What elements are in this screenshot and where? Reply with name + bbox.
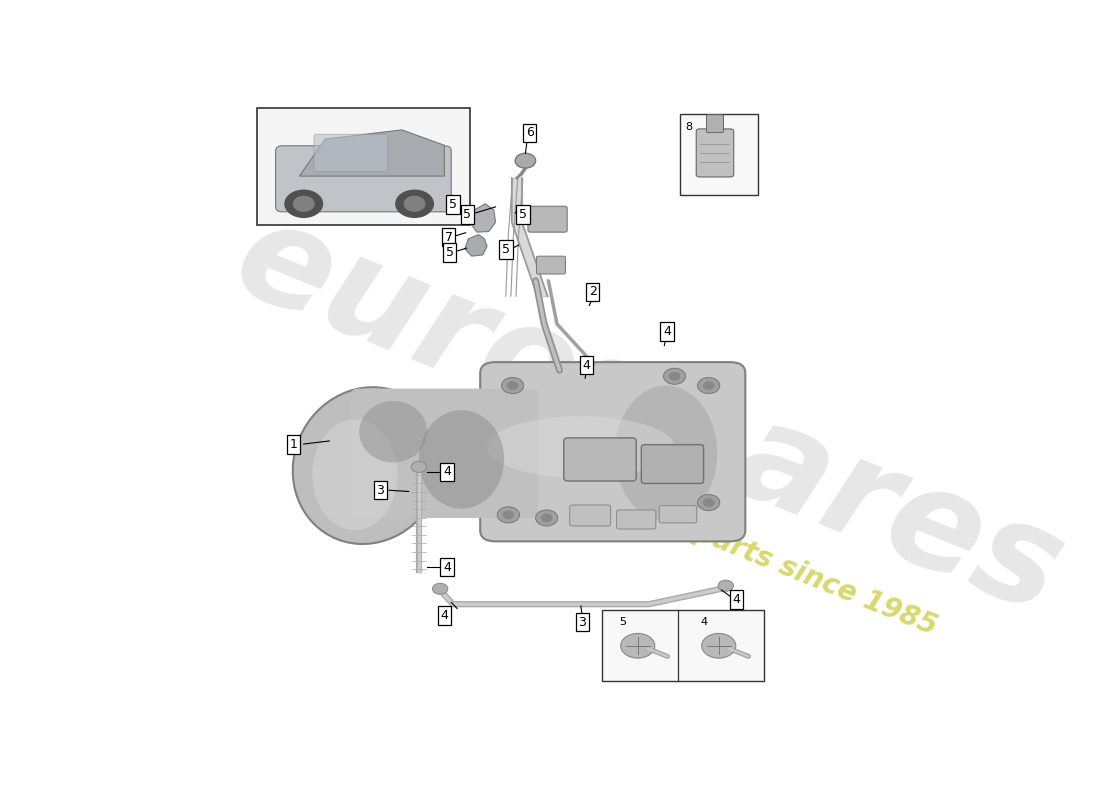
Circle shape <box>396 190 433 218</box>
Circle shape <box>432 583 448 594</box>
Circle shape <box>411 462 427 472</box>
Circle shape <box>704 499 714 506</box>
Text: 4: 4 <box>443 561 451 574</box>
Text: 5: 5 <box>619 617 626 626</box>
Text: 4: 4 <box>700 617 707 626</box>
Ellipse shape <box>615 386 717 521</box>
Ellipse shape <box>419 410 504 509</box>
FancyBboxPatch shape <box>314 134 387 172</box>
Text: 3: 3 <box>579 615 586 629</box>
FancyBboxPatch shape <box>696 129 734 177</box>
Circle shape <box>697 494 719 510</box>
Text: 7: 7 <box>444 230 453 243</box>
Text: 5: 5 <box>502 243 509 256</box>
Circle shape <box>405 197 425 211</box>
Circle shape <box>702 634 736 658</box>
FancyBboxPatch shape <box>276 146 451 212</box>
Text: 5: 5 <box>446 246 453 259</box>
FancyBboxPatch shape <box>481 362 746 542</box>
Text: 5: 5 <box>519 208 527 221</box>
Ellipse shape <box>359 401 427 462</box>
Circle shape <box>670 373 680 380</box>
FancyBboxPatch shape <box>680 114 758 194</box>
Ellipse shape <box>487 416 674 478</box>
Circle shape <box>503 511 514 518</box>
Text: 4: 4 <box>440 609 449 622</box>
Polygon shape <box>465 234 487 256</box>
FancyBboxPatch shape <box>351 389 538 518</box>
Circle shape <box>697 378 719 394</box>
Text: a passion for parts since 1985: a passion for parts since 1985 <box>493 438 942 641</box>
Text: 6: 6 <box>526 126 534 139</box>
Ellipse shape <box>312 419 397 530</box>
Circle shape <box>620 634 654 658</box>
FancyBboxPatch shape <box>659 506 696 523</box>
Circle shape <box>718 580 734 591</box>
FancyBboxPatch shape <box>257 108 470 226</box>
Circle shape <box>507 382 518 390</box>
FancyBboxPatch shape <box>617 510 656 529</box>
Text: 4: 4 <box>733 593 740 606</box>
FancyBboxPatch shape <box>570 505 611 526</box>
Circle shape <box>515 154 536 168</box>
Circle shape <box>541 514 552 522</box>
Text: eurospares: eurospares <box>217 190 1081 643</box>
FancyBboxPatch shape <box>641 445 704 483</box>
Circle shape <box>502 378 524 394</box>
FancyBboxPatch shape <box>602 610 764 682</box>
Text: 8: 8 <box>685 122 692 132</box>
Text: 3: 3 <box>376 484 384 497</box>
FancyBboxPatch shape <box>706 114 724 133</box>
Circle shape <box>497 507 519 523</box>
FancyBboxPatch shape <box>528 206 568 232</box>
Polygon shape <box>299 130 444 176</box>
Circle shape <box>663 368 685 384</box>
Circle shape <box>294 197 313 211</box>
FancyBboxPatch shape <box>563 438 636 481</box>
Circle shape <box>704 382 714 390</box>
Circle shape <box>285 190 322 218</box>
Circle shape <box>536 510 558 526</box>
Text: 1: 1 <box>289 438 297 451</box>
Text: 5: 5 <box>463 208 472 221</box>
Text: 2: 2 <box>588 286 596 298</box>
Text: 5: 5 <box>449 198 456 211</box>
Text: 4: 4 <box>583 358 591 372</box>
FancyBboxPatch shape <box>537 256 565 274</box>
Text: 4: 4 <box>663 325 671 338</box>
Polygon shape <box>470 204 495 232</box>
Text: 4: 4 <box>443 466 451 478</box>
Ellipse shape <box>293 387 442 544</box>
